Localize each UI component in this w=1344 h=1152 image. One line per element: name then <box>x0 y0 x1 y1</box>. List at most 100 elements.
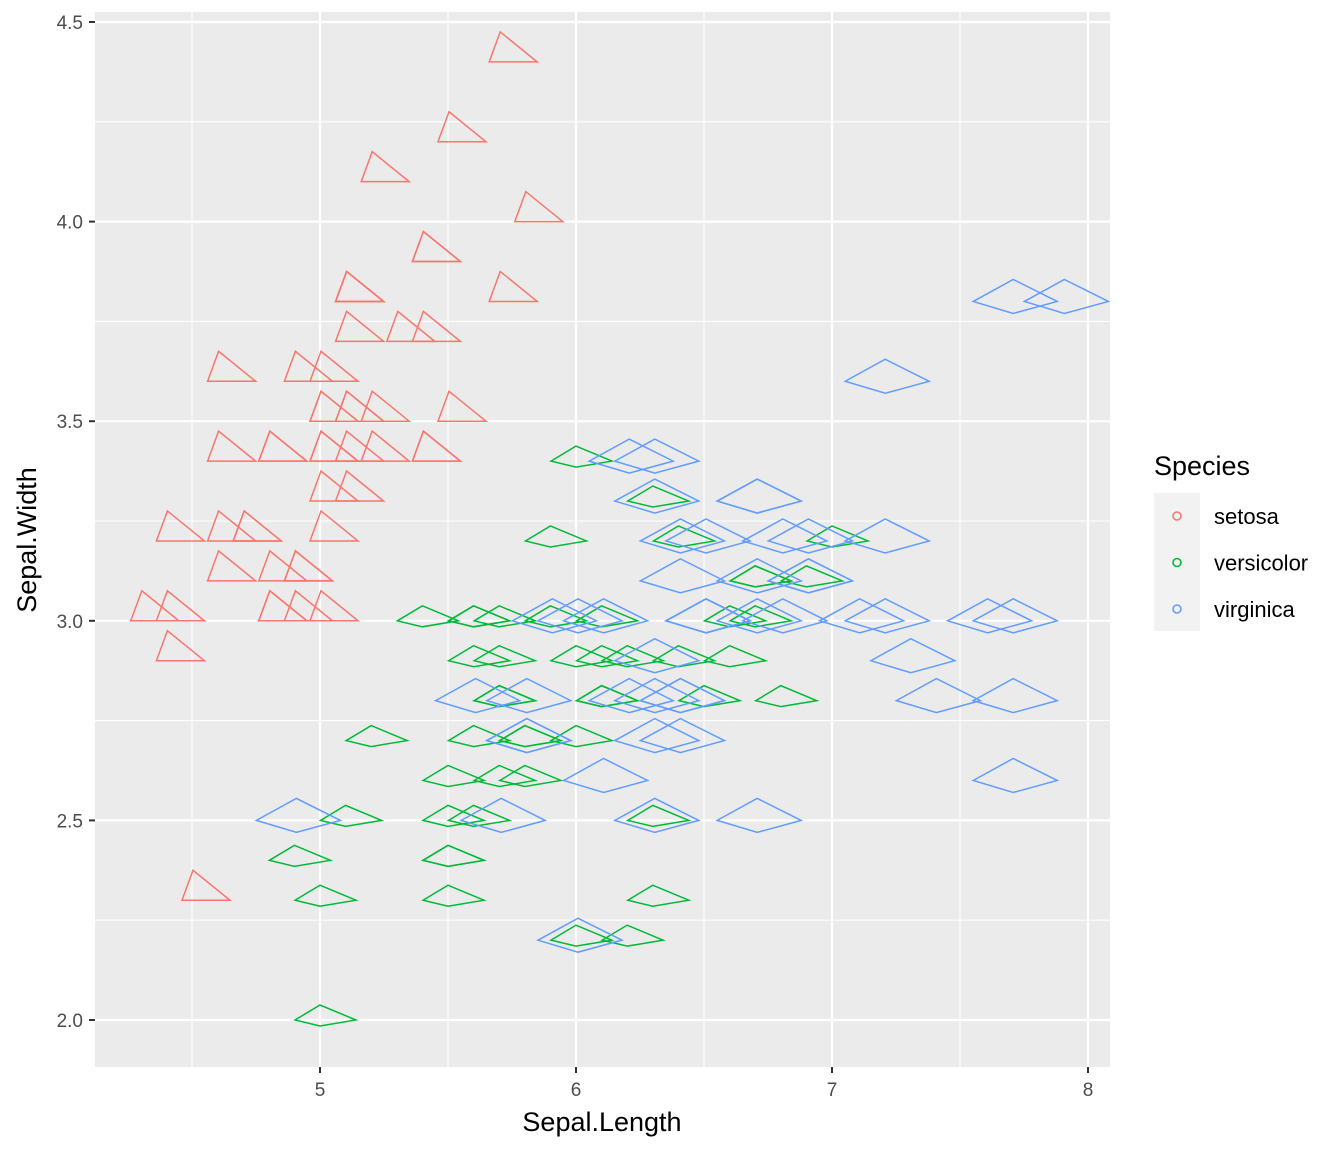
data-point-versicolor <box>625 485 692 508</box>
legend-key-setosa <box>1172 511 1182 521</box>
data-point-setosa <box>232 509 284 542</box>
x-axis-label: Sepal.Length <box>522 1107 681 1137</box>
data-point-setosa <box>436 389 489 422</box>
data-point-versicolor <box>421 884 487 908</box>
data-point-virginica <box>740 518 829 554</box>
data-point-virginica <box>715 797 804 834</box>
data-point-virginica <box>868 637 957 674</box>
y-tick-label: 4.5 <box>57 13 83 34</box>
data-point-virginica <box>510 597 599 634</box>
data-point-setosa <box>283 350 335 383</box>
data-point-setosa <box>180 868 233 901</box>
data-point-setosa <box>257 589 309 622</box>
data-point-versicolor <box>549 644 615 668</box>
data-point-virginica <box>945 597 1034 634</box>
data-point-versicolor <box>702 604 769 628</box>
data-point-versicolor <box>446 604 513 628</box>
data-point-versicolor <box>625 804 692 828</box>
x-tick-label: 6 <box>571 1080 582 1101</box>
y-tick-label: 3.0 <box>57 612 83 633</box>
data-point-virginica <box>766 558 855 594</box>
grid <box>95 12 1110 1067</box>
y-tick-label: 2.0 <box>57 1011 83 1032</box>
data-point-virginica <box>971 757 1060 794</box>
data-point-setosa <box>411 429 463 462</box>
data-point-virginica <box>843 518 932 554</box>
data-point-versicolor <box>753 684 820 708</box>
plot-panel <box>95 12 1110 1067</box>
legend-key-virginica <box>1172 604 1182 614</box>
data-point-versicolor <box>318 804 385 828</box>
data-point-virginica <box>638 518 727 554</box>
x-tick-label: 7 <box>827 1080 838 1101</box>
data-point-setosa <box>283 589 335 622</box>
data-point-setosa <box>488 270 540 303</box>
data-point-versicolor <box>677 684 743 708</box>
data-point-virginica <box>1022 278 1111 315</box>
legend-title: Species <box>1154 451 1250 481</box>
data-point-versicolor <box>702 644 769 668</box>
data-point-virginica <box>612 717 701 754</box>
data-point-versicolor <box>523 525 590 548</box>
data-point-versicolor <box>395 604 462 628</box>
data-point-versicolor <box>446 804 513 828</box>
data-point-versicolor <box>651 644 718 668</box>
axes: 5 6 7 8 2.0 2.5 3.0 3.5 4.0 4.5 <box>57 13 1094 1101</box>
data-point-versicolor <box>574 684 641 708</box>
data-point-setosa <box>257 429 309 462</box>
data-point-setosa <box>308 350 361 383</box>
data-point-versicolor <box>497 764 564 788</box>
data-point-versicolor <box>574 604 641 628</box>
data-point-virginica <box>484 717 573 754</box>
data-point-virginica <box>638 558 727 594</box>
data-point-virginica <box>971 677 1060 714</box>
data-point-virginica <box>817 597 906 634</box>
legend-key-versicolor <box>1172 557 1182 568</box>
legend-key-background <box>1154 493 1200 631</box>
data-point-versicolor <box>625 884 692 908</box>
data-point-versicolor <box>421 844 487 868</box>
data-point-versicolor <box>421 764 487 788</box>
data-point-setosa <box>488 30 540 63</box>
data-point-virginica <box>715 558 804 594</box>
data-point-versicolor <box>600 924 666 947</box>
data-point-versicolor <box>446 724 513 748</box>
x-tick-label: 5 <box>315 1080 326 1101</box>
data-point-versicolor <box>549 445 615 468</box>
data-point-virginica <box>612 478 701 514</box>
data-point-versicolor <box>472 604 538 628</box>
data-point-setosa <box>206 549 258 582</box>
data-point-versicolor <box>446 644 513 668</box>
data-point-setosa <box>513 190 565 223</box>
data-point-setosa <box>334 469 386 502</box>
data-point-setosa <box>308 389 361 422</box>
data-point-setosa <box>155 629 207 662</box>
data-point-versicolor <box>293 1004 359 1027</box>
legend-label-virginica: virginica <box>1214 597 1295 622</box>
data-point-virginica <box>561 757 650 794</box>
data-point-versicolor <box>472 684 538 708</box>
data-point-virginica <box>459 797 548 834</box>
data-point-setosa <box>308 589 361 622</box>
data-point-versicolor <box>779 565 846 588</box>
data-point-virginica <box>587 677 676 714</box>
data-point-setosa <box>206 429 258 462</box>
data-point-setosa <box>334 270 386 303</box>
y-tick-label: 4.0 <box>57 213 83 234</box>
data-point-setosa <box>308 469 361 502</box>
data-point-versicolor <box>728 604 794 628</box>
data-point-versicolor <box>805 525 871 548</box>
data-point-versicolor <box>728 565 794 588</box>
data-point-setosa <box>334 429 386 462</box>
data-point-versicolor <box>267 844 334 868</box>
y-axis-label: Sepal.Width <box>12 467 42 613</box>
data-point-virginica <box>894 677 983 714</box>
data-point-setosa <box>360 429 412 462</box>
data-point-setosa <box>308 509 361 542</box>
data-point-versicolor <box>523 604 590 628</box>
data-point-virginica <box>715 478 804 514</box>
data-point-setosa <box>334 310 386 343</box>
data-point-versicolor <box>344 724 410 748</box>
data-point-setosa <box>206 509 258 542</box>
